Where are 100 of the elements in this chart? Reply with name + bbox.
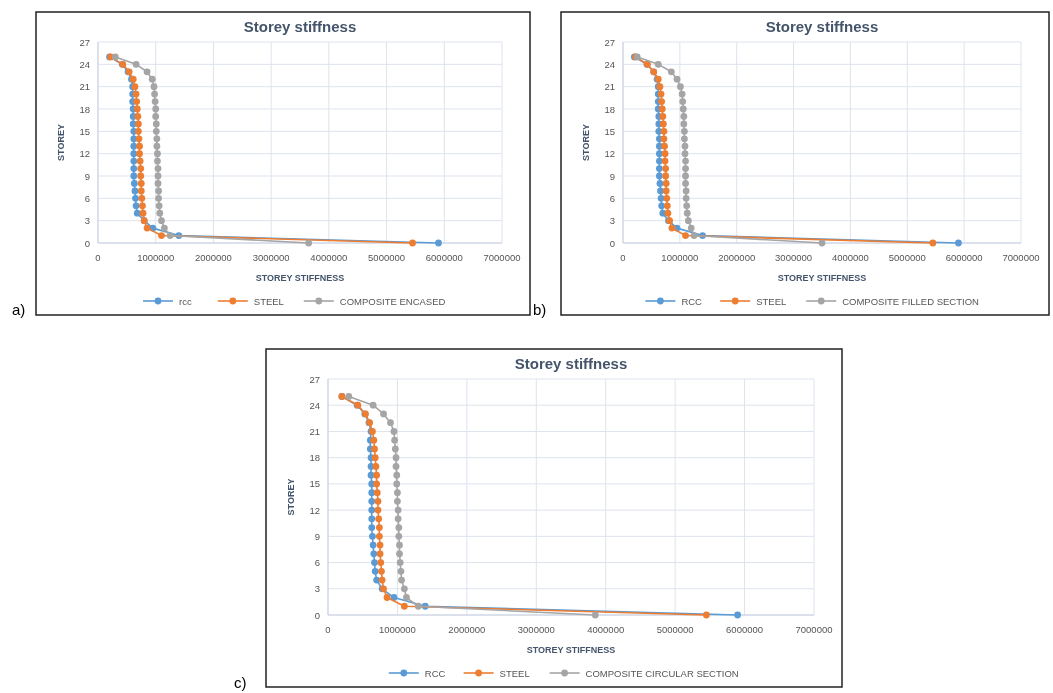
point — [683, 209, 691, 217]
x-tick-label: 1000000 — [137, 252, 175, 263]
point — [391, 436, 399, 444]
legend-label: STEEL — [499, 667, 530, 679]
point — [373, 471, 380, 479]
y-tick-label: 12 — [604, 148, 615, 160]
point — [134, 113, 142, 120]
point — [398, 576, 405, 584]
point — [156, 209, 164, 217]
point — [396, 550, 403, 558]
point — [387, 419, 394, 427]
point — [394, 515, 402, 523]
point — [680, 120, 688, 128]
point — [137, 172, 145, 180]
point — [155, 187, 162, 195]
point — [397, 567, 405, 575]
point — [139, 209, 147, 217]
point — [658, 202, 666, 210]
x-tick-label: 3000000 — [252, 252, 290, 263]
point — [133, 98, 141, 105]
y-tick-label: 21 — [309, 425, 320, 437]
chart-title: Storey stiffness — [243, 18, 357, 35]
point — [818, 239, 826, 247]
point — [143, 224, 151, 232]
point — [657, 187, 664, 195]
y-tick-label: 27 — [309, 373, 320, 385]
point — [305, 239, 313, 247]
x-tick-label: 6000000 — [425, 252, 463, 263]
point — [137, 180, 145, 187]
point — [130, 165, 138, 172]
legend-label: COMPOSITE CIRCULAR SECTION — [585, 667, 739, 679]
point — [133, 209, 141, 217]
point — [155, 202, 163, 210]
point — [661, 157, 669, 165]
x-tick-label: 7000000 — [1002, 252, 1040, 263]
point — [373, 480, 380, 488]
y-tick-label: 24 — [79, 58, 90, 70]
point — [130, 150, 138, 158]
point — [371, 445, 378, 453]
y-tick-label: 12 — [309, 504, 320, 516]
point — [409, 239, 416, 247]
point — [396, 541, 403, 549]
y-tick-label: 9 — [314, 530, 320, 542]
point — [663, 194, 671, 202]
y-tick-label: 15 — [309, 478, 320, 490]
point — [655, 157, 663, 165]
x-tick-label: 7000000 — [483, 252, 521, 263]
point — [435, 239, 442, 247]
point — [153, 142, 161, 150]
point — [687, 224, 695, 232]
point — [955, 239, 962, 247]
point — [380, 410, 387, 418]
x-tick-label: 3000000 — [775, 252, 813, 263]
point — [393, 480, 401, 488]
point — [376, 541, 384, 549]
point — [153, 135, 161, 143]
point — [702, 611, 710, 619]
x-tick-label: 3000000 — [517, 624, 555, 635]
point — [393, 471, 401, 479]
point — [658, 105, 666, 113]
y-tick-label: 9 — [84, 170, 90, 182]
point — [133, 105, 141, 113]
y-tick-label: 3 — [84, 215, 90, 227]
point — [154, 172, 162, 180]
point — [154, 180, 162, 187]
point — [375, 515, 383, 523]
point — [679, 98, 687, 105]
point — [681, 135, 688, 143]
point — [130, 180, 138, 187]
point — [158, 217, 165, 225]
point — [370, 550, 378, 558]
point — [662, 187, 670, 195]
legend-label: RCC — [681, 295, 703, 307]
point — [111, 53, 119, 61]
point — [392, 454, 400, 462]
point — [683, 202, 691, 210]
point — [663, 202, 671, 210]
x-tick-label: 5000000 — [656, 624, 694, 635]
y-tick-label: 24 — [604, 58, 615, 70]
x-tick-label: 6000000 — [726, 624, 764, 635]
point — [660, 127, 668, 135]
x-tick-label: 0 — [325, 624, 331, 635]
y-tick-label: 18 — [604, 103, 615, 115]
y-tick-label: 0 — [609, 237, 615, 249]
point — [368, 524, 376, 531]
point — [154, 165, 162, 172]
x-tick-label: 0 — [620, 252, 626, 263]
point — [371, 567, 379, 575]
point — [369, 532, 376, 540]
point — [664, 209, 672, 217]
point — [373, 576, 380, 584]
point — [375, 532, 383, 540]
y-tick-label: 0 — [84, 237, 90, 249]
point — [345, 393, 353, 400]
point — [158, 232, 165, 239]
point — [655, 172, 663, 180]
x-tick-label: 2000000 — [448, 624, 486, 635]
point — [681, 150, 689, 158]
point — [659, 209, 667, 217]
y-tick-label: 27 — [79, 36, 90, 48]
